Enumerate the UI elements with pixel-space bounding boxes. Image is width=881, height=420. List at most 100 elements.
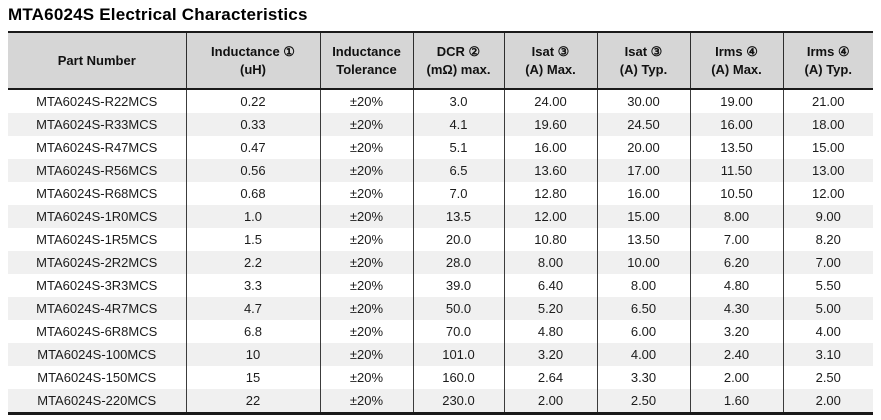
- irms-max-cell: 8.00: [689, 205, 783, 228]
- part-number-cell: MTA6024S-R33MCS: [36, 117, 158, 132]
- dcr-cell: 13.5: [412, 205, 504, 228]
- isat-max-cell: 12.00: [503, 205, 597, 228]
- dcr-cell: 6.5: [412, 159, 504, 182]
- isat-max-cell: 13.60: [503, 159, 597, 182]
- irms-max-cell: 13.50: [689, 136, 783, 159]
- table-row: MTA6024S-6R8MCS 6.8 ±20% 70.0 4.80 6.00 3.20 4.…: [8, 320, 873, 343]
- table-row: MTA6024S-2R2MCS 2.2 ±20% 28.0 8.00 10.00 6.20 7…: [8, 251, 873, 274]
- isat-max-cell: 3.20: [503, 343, 597, 366]
- inductance-tolerance-cell: ±20%: [319, 159, 413, 182]
- inductance-cell: 1.5: [185, 228, 320, 251]
- dcr-cell: 101.0: [412, 343, 504, 366]
- isat-max-cell: 6.40: [503, 274, 597, 297]
- dcr-cell: 7.0: [412, 182, 504, 205]
- irms-max-cell: 19.00: [689, 89, 783, 113]
- inductance-cell: 2.2: [185, 251, 320, 274]
- inductance-tolerance-cell: ±20%: [319, 389, 413, 414]
- isat-typ-cell: 8.00: [596, 274, 690, 297]
- irms-max-cell: 10.50: [689, 182, 783, 205]
- page-title: MTA6024S Electrical Characteristics: [8, 5, 308, 24]
- inductance-cell: 0.68: [185, 182, 320, 205]
- table-body: MTA6024S-R22MCS 0.22 ±20% 3.0 24.00 30.00 19.0…: [8, 89, 873, 414]
- isat-typ-cell: 16.00: [596, 182, 690, 205]
- inductance-column-header: Inductance ① (uH): [185, 32, 320, 90]
- irms-typ-cell: 7.00: [782, 251, 873, 274]
- dcr-cell: 230.0: [412, 389, 504, 414]
- inductance-tolerance-cell: ±20%: [319, 228, 413, 251]
- isat-max-cell: 16.00: [503, 136, 597, 159]
- isat-max-cell: 12.80: [503, 182, 597, 205]
- irms-typ-cell: 9.00: [782, 205, 873, 228]
- irms-max-cell: 4.80: [689, 274, 783, 297]
- inductance-tolerance-cell: ±20%: [319, 136, 413, 159]
- irms-max-cell: 2.40: [689, 343, 783, 366]
- irms-typ-cell: 5.00: [782, 297, 873, 320]
- isat-typ-cell: 20.00: [596, 136, 690, 159]
- inductance-tolerance-cell: ±20%: [319, 320, 413, 343]
- irms-max-cell: 6.20: [689, 251, 783, 274]
- isat-typ-cell: 30.00: [596, 89, 690, 113]
- table-row: MTA6024S-R33MCS 0.33 ±20% 4.1 19.60 24.50 16.0…: [8, 113, 873, 136]
- inductance-cell: 1.0: [185, 205, 320, 228]
- isat-max-cell: 2.00: [503, 389, 597, 414]
- irms-typ-cell: 8.20: [782, 228, 873, 251]
- irms-typ-column-header: Irms ④ (A) Typ.: [782, 32, 873, 90]
- table-row: MTA6024S-150MCS 15 ±20% 160.0 2.64 3.30 2.00 2.…: [8, 366, 873, 389]
- isat-typ-cell: 17.00: [596, 159, 690, 182]
- irms-typ-cell: 15.00: [782, 136, 873, 159]
- irms-typ-cell: 2.00: [782, 389, 873, 414]
- part-number-cell: MTA6024S-2R2MCS: [36, 255, 158, 270]
- isat-typ-cell: 2.50: [596, 389, 690, 414]
- table-row: MTA6024S-1R5MCS 1.5 ±20% 20.0 10.80 13.50 7.00…: [8, 228, 873, 251]
- dcr-cell: 70.0: [412, 320, 504, 343]
- isat-max-cell: 5.20: [503, 297, 597, 320]
- irms-typ-cell: 2.50: [782, 366, 873, 389]
- isat-typ-cell: 4.00: [596, 343, 690, 366]
- inductance-tolerance-cell: ±20%: [319, 182, 413, 205]
- dcr-column-header: DCR ② (mΩ) max.: [412, 32, 504, 90]
- irms-typ-cell: 4.00: [782, 320, 873, 343]
- irms-max-cell: 11.50: [689, 159, 783, 182]
- electrical-characteristics-table: Part Number Inductance ① (uH) Inductance Tol…: [8, 31, 873, 415]
- dcr-cell: 50.0: [412, 297, 504, 320]
- isat-max-cell: 19.60: [503, 113, 597, 136]
- table-row: MTA6024S-100MCS 10 ±20% 101.0 3.20 4.00 2.40 3.…: [8, 343, 873, 366]
- isat-typ-cell: 10.00: [596, 251, 690, 274]
- inductance-cell: 22: [185, 389, 320, 414]
- dcr-cell: 39.0: [412, 274, 504, 297]
- dcr-cell: 160.0: [412, 366, 504, 389]
- irms-typ-cell: 18.00: [782, 113, 873, 136]
- isat-typ-cell: 6.00: [596, 320, 690, 343]
- isat-max-cell: 10.80: [503, 228, 597, 251]
- table-row: MTA6024S-3R3MCS 3.3 ±20% 39.0 6.40 8.00 4.80 5.…: [8, 274, 873, 297]
- header-row: Part Number Inductance ① (uH) Inductance Tol…: [8, 32, 873, 90]
- inductance-tolerance-cell: ±20%: [319, 343, 413, 366]
- table-row: MTA6024S-R56MCS 0.56 ±20% 6.5 13.60 17.00 11.5…: [8, 159, 873, 182]
- part-number-cell: MTA6024S-1R5MCS: [36, 232, 158, 247]
- table-row: MTA6024S-1R0MCS 1.0 ±20% 13.5 12.00 15.00 8.00…: [8, 205, 873, 228]
- inductance-cell: 0.33: [185, 113, 320, 136]
- table-row: MTA6024S-220MCS 22 ±20% 230.0 2.00 2.50 1.60 2.…: [8, 389, 873, 414]
- inductance-cell: 0.47: [185, 136, 320, 159]
- part-number-cell: MTA6024S-220MCS: [37, 393, 157, 408]
- isat-typ-cell: 6.50: [596, 297, 690, 320]
- isat-max-cell: 2.64: [503, 366, 597, 389]
- dcr-cell: 3.0: [412, 89, 504, 113]
- inductance-cell: 3.3: [185, 274, 320, 297]
- inductance-tolerance-cell: ±20%: [319, 89, 413, 113]
- isat-typ-cell: 15.00: [596, 205, 690, 228]
- inductance-cell: 0.56: [185, 159, 320, 182]
- dcr-cell: 5.1: [412, 136, 504, 159]
- table-header: Part Number Inductance ① (uH) Inductance Tol…: [8, 32, 873, 90]
- irms-max-cell: 3.20: [689, 320, 783, 343]
- inductance-tolerance-column-header: Inductance Tolerance: [319, 32, 413, 90]
- irms-typ-cell: 5.50: [782, 274, 873, 297]
- isat-max-cell: 4.80: [503, 320, 597, 343]
- part-number-cell: MTA6024S-R56MCS: [36, 163, 158, 178]
- inductance-cell: 15: [185, 366, 320, 389]
- inductance-tolerance-cell: ±20%: [319, 366, 413, 389]
- inductance-tolerance-cell: ±20%: [319, 251, 413, 274]
- isat-typ-cell: 3.30: [596, 366, 690, 389]
- inductance-cell: 10: [185, 343, 320, 366]
- isat-typ-cell: 24.50: [596, 113, 690, 136]
